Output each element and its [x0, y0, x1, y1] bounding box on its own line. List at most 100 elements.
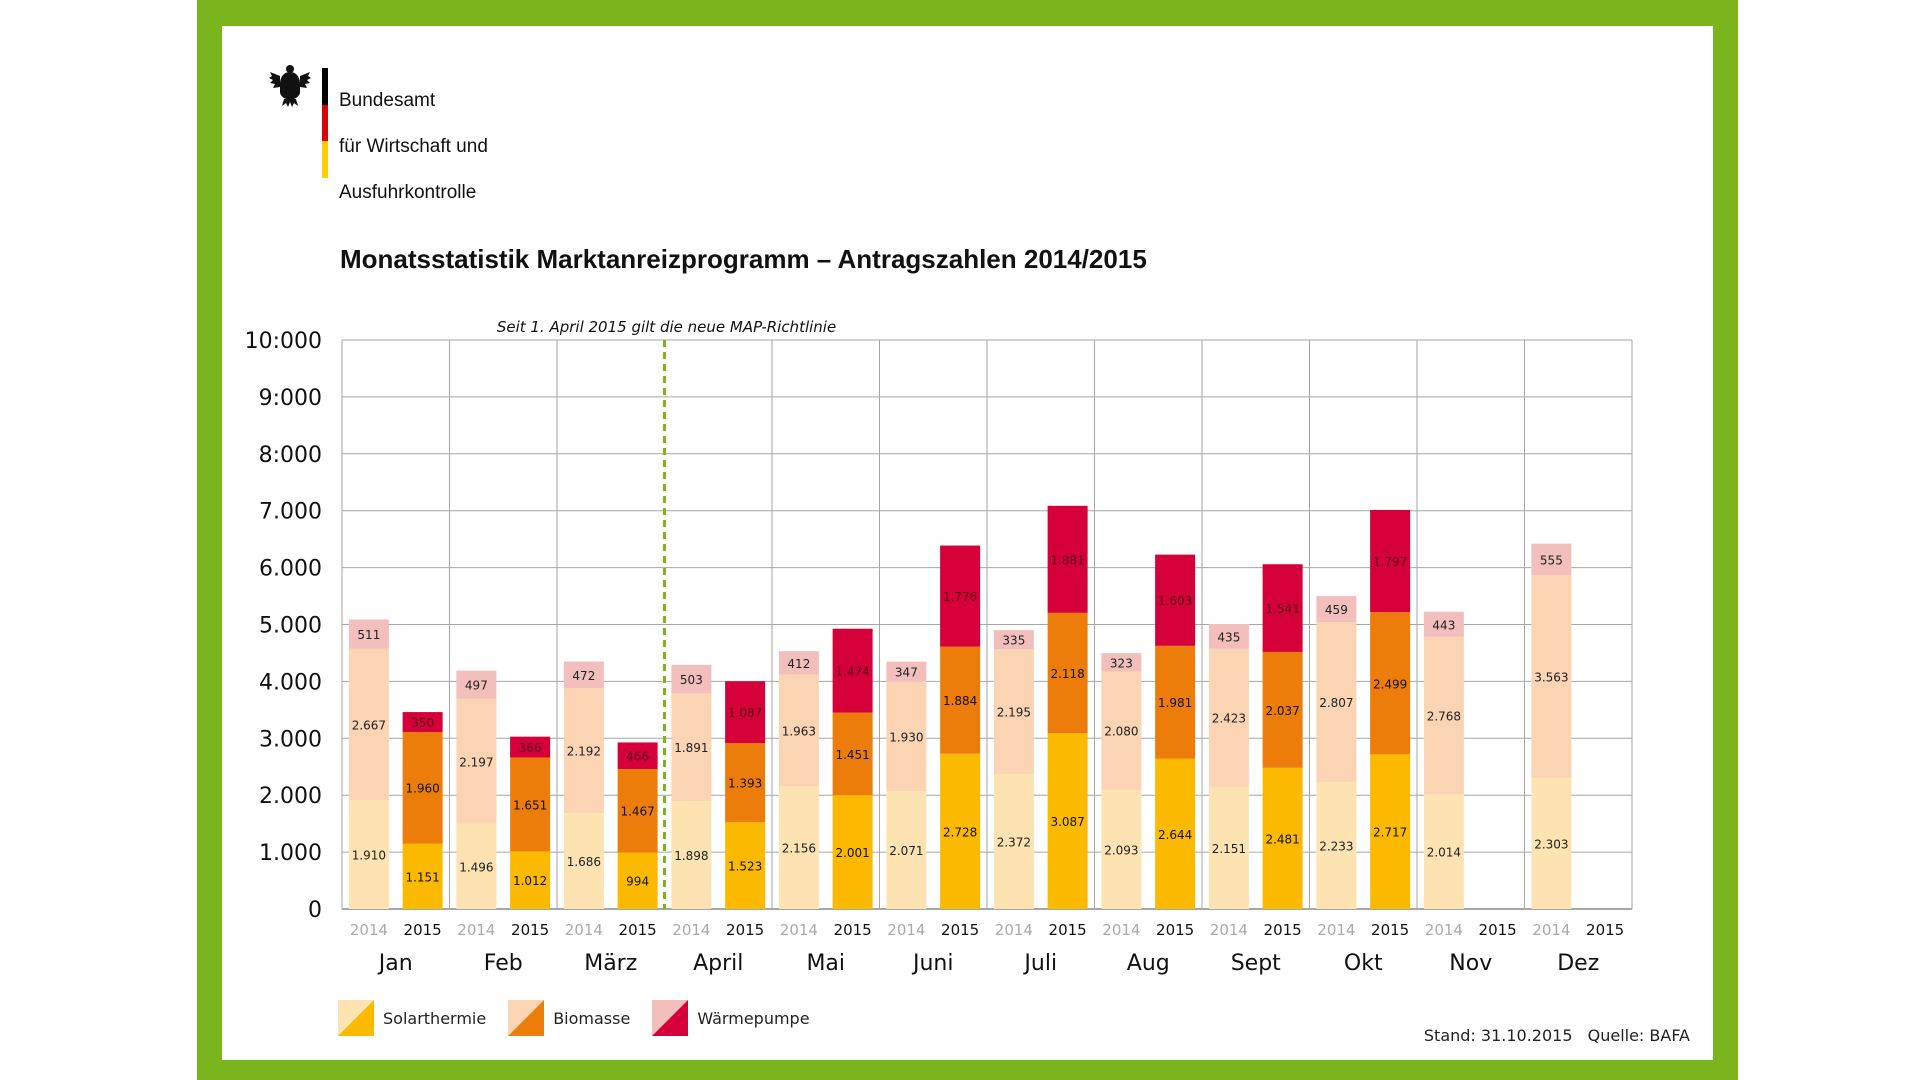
data-label: 1.474: [835, 665, 869, 679]
data-label: 1.087: [728, 706, 762, 720]
bar-segment: [940, 646, 981, 754]
data-label: 1.884: [943, 694, 977, 708]
y-tick-label: 8:000: [259, 443, 322, 468]
data-label: 459: [1325, 603, 1348, 617]
y-tick-label: 4.000: [259, 670, 322, 695]
agency-line: Bundesamt: [339, 90, 436, 111]
bar-segment: [1316, 622, 1357, 782]
flag-stripe-black: [322, 68, 328, 105]
data-label: 2.118: [1050, 667, 1084, 681]
bar-segment: [1262, 651, 1303, 768]
data-label: 3.087: [1050, 815, 1084, 829]
data-label: 2.644: [1158, 828, 1192, 842]
stacked-bar-chart: 0 1.000 2.000 3.000 4.000 5.000 6.000 7.000 8:00…: [245, 318, 1633, 976]
legend-label: Biomasse: [553, 1008, 631, 1028]
x-month-label: April: [693, 951, 743, 976]
x-year-label: 2014: [995, 921, 1033, 939]
x-month-label: Mai: [806, 951, 845, 976]
bar-segment: [348, 800, 389, 909]
data-label: 1.451: [835, 748, 869, 762]
flag-bar: [322, 68, 328, 178]
data-label: 1.686: [567, 855, 601, 869]
y-tick-label: 6.000: [259, 557, 322, 582]
bar-segment: [1155, 645, 1196, 759]
data-label: 1.797: [1373, 555, 1407, 569]
bar-segment: [1047, 612, 1088, 734]
x-year-label: 2014: [1102, 921, 1140, 939]
bar-segment: [1155, 758, 1196, 909]
data-label: 2.014: [1427, 846, 1461, 860]
x-year-label: 2015: [511, 921, 549, 939]
bar-segment: [1208, 648, 1249, 787]
legend: Solarthermie Biomasse Wärmepumpe: [338, 1000, 832, 1036]
y-tick-label: 9:000: [259, 386, 322, 411]
legend-item-waermepumpe: Wärmepumpe: [652, 1000, 810, 1036]
data-label: 1.930: [889, 730, 923, 744]
x-month-label: Aug: [1127, 951, 1170, 976]
data-label: 2.423: [1212, 712, 1246, 726]
bar-segment: [1531, 575, 1572, 778]
bar-segment: [886, 681, 927, 792]
bar-segment: [456, 670, 497, 699]
bar-segment: [402, 843, 443, 909]
x-year-label: 2015: [1479, 921, 1517, 939]
bar-segment: [1208, 623, 1249, 649]
bar-segment: [671, 693, 712, 802]
agency-line: für Wirtschaft und: [339, 136, 488, 157]
data-label: 2.233: [1319, 839, 1353, 853]
bar-segment: [725, 822, 766, 909]
x-month-label: Jan: [377, 951, 413, 976]
data-label: 1.960: [405, 782, 439, 796]
bar-segment: [1101, 789, 1142, 909]
bar-segment: [1101, 653, 1142, 672]
x-year-label: 2014: [1210, 921, 1248, 939]
data-label: 2.728: [943, 825, 977, 839]
data-label: 323: [1110, 656, 1133, 670]
chart-title: Monatsstatistik Marktanreizprogramm – An…: [340, 244, 1147, 274]
data-label: 2.071: [889, 844, 923, 858]
bar-segment: [1423, 794, 1464, 909]
data-label: 2.499: [1373, 677, 1407, 691]
bar-segment: [1423, 611, 1464, 637]
bar-segment: [510, 757, 551, 852]
bar-segment: [563, 661, 604, 689]
data-label: 2.192: [567, 745, 601, 759]
x-year-label: 2015: [1264, 921, 1302, 939]
legend-label: Solarthermie: [383, 1008, 487, 1028]
data-label: 1.541: [1265, 602, 1299, 616]
data-label: 1.910: [352, 849, 386, 863]
data-label: 412: [787, 657, 810, 671]
bar-segment: [778, 786, 819, 909]
x-year-label: 2014: [1532, 921, 1570, 939]
bar-segment: [402, 731, 443, 844]
bar-segment: [617, 768, 658, 853]
bar-segment: [1047, 505, 1088, 613]
x-month-label: Juni: [911, 951, 954, 976]
x-month-label: Juli: [1022, 951, 1057, 976]
bar-segment: [832, 712, 873, 796]
data-label: 335: [1002, 634, 1025, 648]
bar-segment: [510, 736, 551, 758]
x-month-label: Okt: [1344, 951, 1383, 976]
data-label: 1.467: [620, 805, 654, 819]
x-year-label: 2015: [1586, 921, 1624, 939]
data-label: 443: [1432, 618, 1455, 632]
data-label: 2.093: [1104, 843, 1138, 857]
data-label: 1.981: [1158, 696, 1192, 710]
bar-segment: [1101, 671, 1142, 790]
bar-segment: [1155, 554, 1196, 646]
bar-segment: [348, 648, 389, 801]
data-label: 347: [895, 665, 918, 679]
bar-segment: [348, 619, 389, 649]
data-label: 472: [572, 669, 595, 683]
x-year-label: 2015: [404, 921, 442, 939]
y-tick-label: 3.000: [259, 727, 322, 752]
x-year-label: 2015: [1049, 921, 1087, 939]
bar-segment: [1370, 509, 1411, 613]
bar-segment: [1423, 636, 1464, 795]
data-label: 1.881: [1050, 553, 1084, 567]
bar-segment: [563, 688, 604, 814]
source-note: Stand: 31.10.2015 Quelle: BAFA: [1414, 1026, 1690, 1045]
data-label: 1.523: [728, 860, 762, 874]
bar-segment: [1262, 767, 1303, 909]
